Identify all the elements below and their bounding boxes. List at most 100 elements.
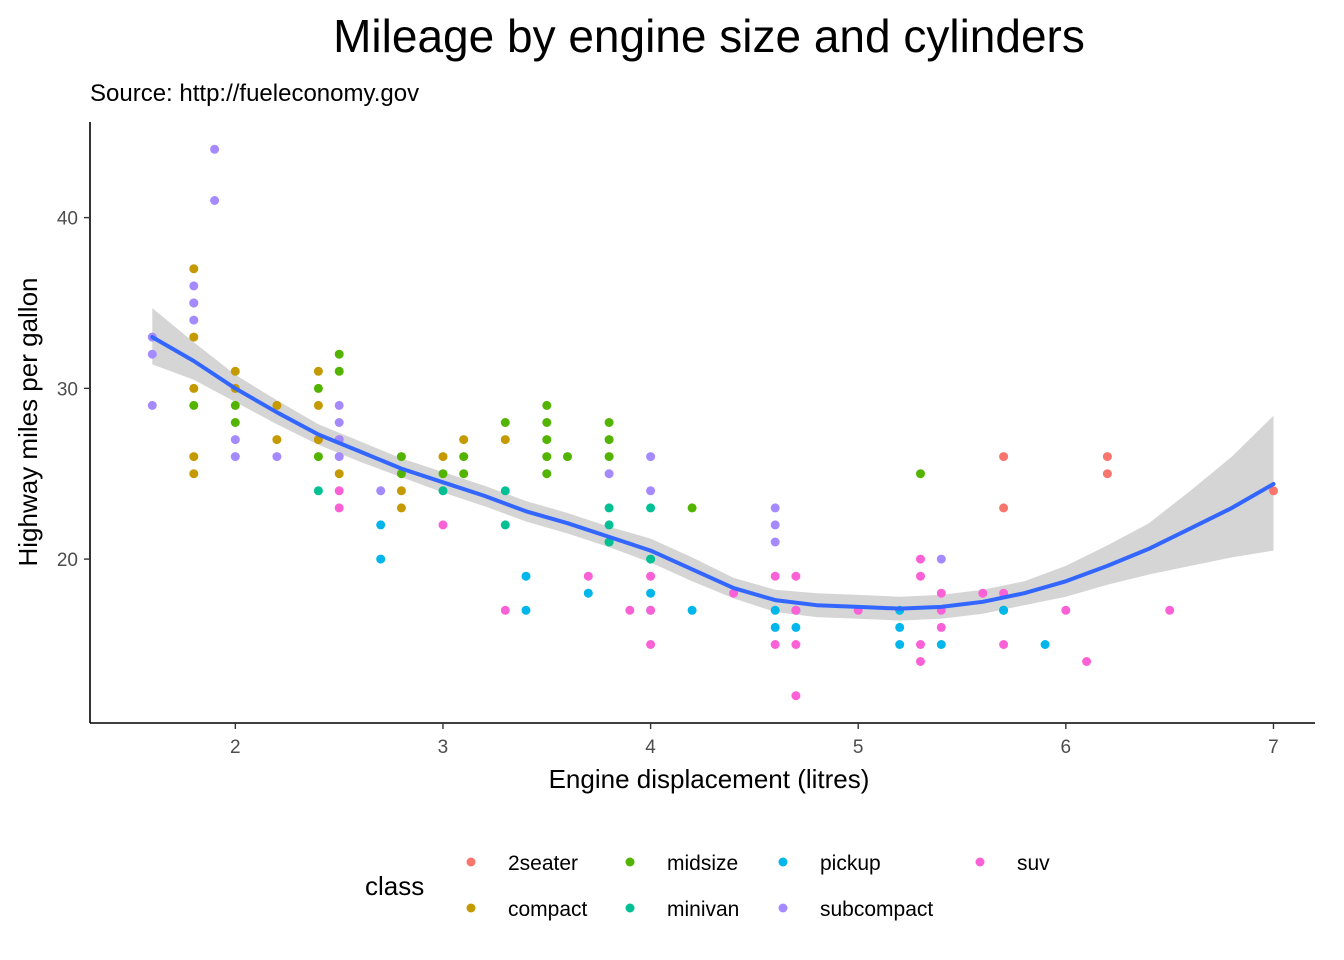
point-compact [334,469,344,479]
legend-key [975,857,985,867]
point-suv [916,571,925,581]
point-suv [583,571,593,581]
point-suv [791,605,801,615]
point-midsize [542,400,552,410]
point-subcompact [604,469,614,479]
point-midsize [396,469,406,479]
point-suv [916,657,925,666]
point-subcompact [147,349,157,359]
point-suv [729,588,739,598]
point-subcompact [189,315,199,325]
point-suv [646,571,656,581]
point-pickup [521,605,531,615]
point-suv [334,503,344,513]
point-subcompact [334,400,344,410]
point-subcompact [230,452,240,462]
point-midsize [230,418,240,427]
point-suv [1061,605,1071,615]
point-suv [936,588,946,598]
point-pickup [999,605,1009,615]
point-suv [770,640,780,649]
legend-item-minivan: minivan [625,898,739,921]
y-tick-label: 40 [57,209,78,230]
point-pickup [646,588,656,598]
point-suv [916,640,925,649]
plot-area [147,144,1278,701]
chart-subtitle: Source: http://fueleconomy.gov [90,80,419,107]
legend-label: suv [1017,852,1050,875]
legend-label: midsize [667,852,738,875]
smooth-line-layer [150,335,1276,611]
point-subcompact [770,503,780,513]
legend-label: pickup [820,852,881,875]
point-midsize [189,400,199,410]
legend-item-subcompact: subcompact [778,898,933,921]
point-compact [313,366,323,376]
point-pickup [376,520,386,530]
y-axis-title: Highway miles per gallon [13,277,43,566]
point-suv [1082,657,1092,666]
point-midsize [459,452,469,462]
point-midsize [313,452,323,462]
point-subcompact [210,144,220,154]
point-midsize [604,435,614,445]
legend-label: compact [508,898,588,921]
y-ticks: 20 30 40 [57,209,90,571]
point-minivan [438,486,448,496]
legend-key [625,857,635,867]
point-midsize [230,400,240,410]
legend-key [778,857,788,867]
point-midsize [916,469,925,479]
point-compact [189,332,199,342]
point-midsize [313,383,323,393]
point-suv [791,691,801,701]
point-suv [625,605,635,615]
point-minivan [604,520,614,530]
legend-item-midsize: midsize [625,852,738,875]
x-tick-label: 2 [230,737,241,758]
legend-key [778,903,788,913]
point-minivan [604,537,614,547]
point-pickup [521,571,531,581]
legend-key [625,903,635,913]
point-suv [438,520,448,530]
point-midsize [542,418,552,427]
point-pickup [770,622,780,632]
legend-item-suv: suv [975,852,1050,875]
x-ticks: 2 3 4 5 6 7 [230,723,1279,758]
point-subcompact [646,452,656,462]
point-2seater [999,503,1009,513]
point-suv [791,571,801,581]
x-tick-label: 5 [853,737,864,758]
point-midsize [334,349,344,359]
point-subcompact [210,196,220,205]
point-midsize [542,469,552,479]
point-suv [770,571,780,581]
confidence-band-layer [152,308,1274,621]
legend-item-pickup: pickup [778,852,881,875]
point-compact [189,452,199,462]
point-suv [646,605,656,615]
point-midsize [396,452,406,462]
point-midsize [438,469,448,479]
point-2seater [999,452,1009,462]
point-subcompact [147,400,157,410]
point-midsize [459,469,469,479]
point-compact [189,383,199,393]
point-pickup [895,640,905,649]
point-pickup [895,622,905,632]
legend-label: subcompact [820,898,933,921]
point-subcompact [189,298,199,308]
point-suv [791,640,801,649]
series-minivan [313,486,1009,615]
point-2seater [1102,452,1112,462]
point-minivan [646,503,656,513]
x-tick-label: 7 [1268,737,1279,758]
point-suv [646,640,656,649]
point-minivan [646,554,656,564]
point-2seater [1269,486,1278,496]
x-tick-label: 6 [1061,737,1072,758]
point-midsize [334,366,344,376]
legend-item-2seater: 2seater [466,852,578,875]
